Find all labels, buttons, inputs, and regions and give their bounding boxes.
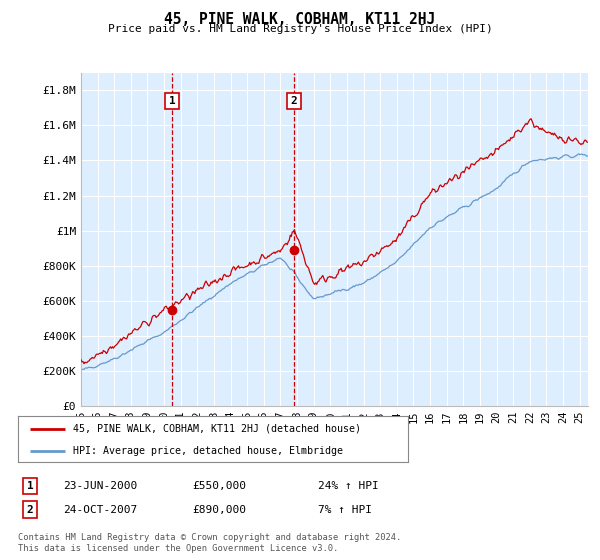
Text: 1: 1 — [26, 481, 34, 491]
Text: HPI: Average price, detached house, Elmbridge: HPI: Average price, detached house, Elmb… — [73, 446, 343, 455]
Text: £550,000: £550,000 — [192, 481, 246, 491]
Text: 24% ↑ HPI: 24% ↑ HPI — [318, 481, 379, 491]
Text: Price paid vs. HM Land Registry's House Price Index (HPI): Price paid vs. HM Land Registry's House … — [107, 24, 493, 34]
Bar — [172, 73, 294, 406]
Text: 45, PINE WALK, COBHAM, KT11 2HJ (detached house): 45, PINE WALK, COBHAM, KT11 2HJ (detache… — [73, 424, 361, 434]
Text: £890,000: £890,000 — [192, 505, 246, 515]
Text: Contains HM Land Registry data © Crown copyright and database right 2024.
This d: Contains HM Land Registry data © Crown c… — [18, 533, 401, 553]
Text: 23-JUN-2000: 23-JUN-2000 — [63, 481, 137, 491]
Text: 7% ↑ HPI: 7% ↑ HPI — [318, 505, 372, 515]
Text: 1: 1 — [169, 96, 175, 106]
Text: 45, PINE WALK, COBHAM, KT11 2HJ: 45, PINE WALK, COBHAM, KT11 2HJ — [164, 12, 436, 27]
Text: 2: 2 — [290, 96, 298, 106]
Text: 24-OCT-2007: 24-OCT-2007 — [63, 505, 137, 515]
Text: 2: 2 — [26, 505, 34, 515]
